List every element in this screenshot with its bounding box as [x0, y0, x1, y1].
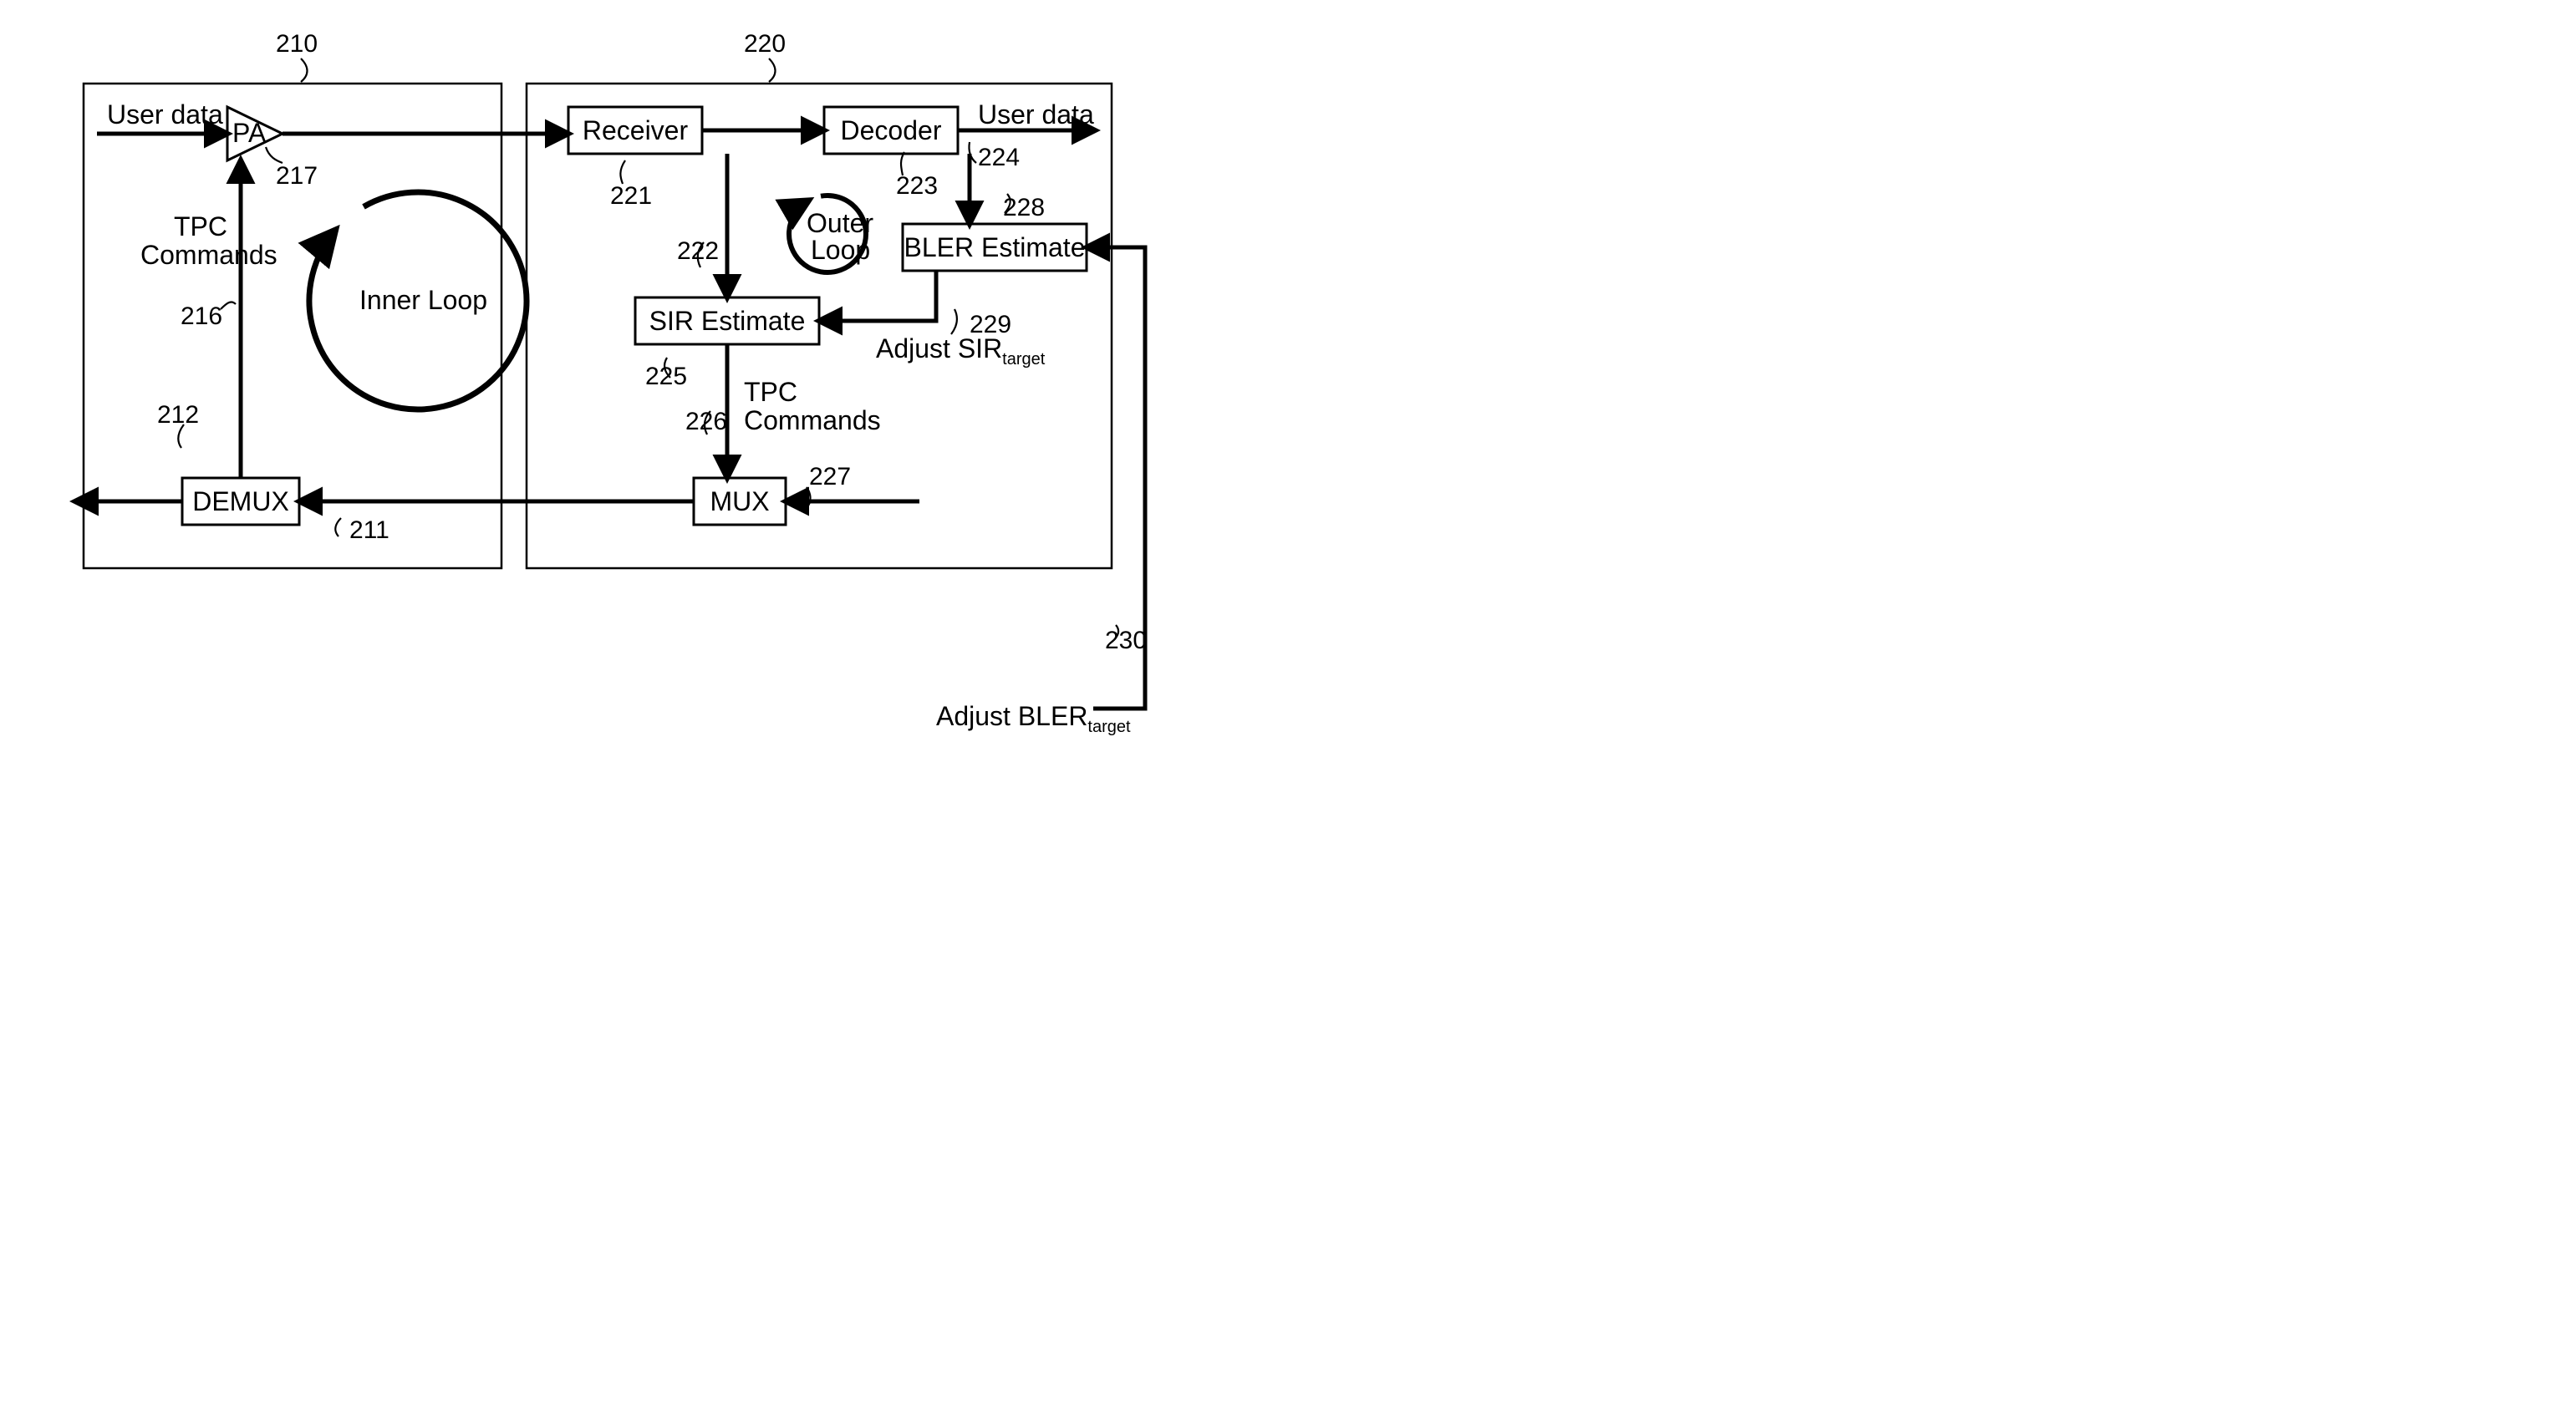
refnum-r211: 211	[349, 516, 389, 544]
label-tpcRight2: Commands	[744, 405, 881, 435]
demux-label: DEMUX	[192, 486, 289, 516]
arrow-bler-to-sir	[819, 271, 936, 321]
label-tpcLeft2: Commands	[140, 240, 277, 270]
refnum-r226: 226	[685, 408, 727, 435]
mux-label: MUX	[710, 486, 769, 516]
label-userDataOut: User data	[978, 99, 1094, 130]
refnum-r212: 212	[157, 401, 199, 429]
decoder-label: Decoder	[841, 115, 942, 145]
refnum-r228: 228	[1003, 194, 1045, 221]
leader-ref229	[951, 309, 957, 334]
refnum-r216: 216	[181, 302, 222, 330]
refnum-r210: 210	[276, 30, 318, 58]
leader-ref211	[335, 518, 341, 536]
label-adjustSIR: Adjust SIRtarget	[876, 333, 1046, 368]
pa-label: PA	[232, 118, 267, 148]
leader-ref221	[620, 160, 625, 184]
label-innerLoop: Inner Loop	[359, 285, 487, 315]
leader-ref216	[221, 302, 236, 309]
leader-ref210	[301, 58, 308, 82]
label-outerLoop2: Loop	[811, 235, 870, 265]
label-tpcRight1: TPC	[744, 377, 797, 407]
label-outerLoop1: Outer	[807, 208, 873, 238]
leader-ref217	[266, 147, 283, 163]
refnum-r221: 221	[610, 182, 652, 210]
refnum-r225: 225	[645, 363, 687, 390]
leader-ref220	[769, 58, 776, 82]
sir-label: SIR Estimate	[649, 306, 806, 336]
refnum-r223: 223	[896, 172, 938, 200]
bler-label: BLER Estimate	[904, 232, 1086, 262]
refnum-r217: 217	[276, 162, 318, 190]
receiver-label: Receiver	[583, 115, 689, 145]
refnum-r229: 229	[970, 311, 1011, 338]
label-adjustBLER: Adjust BLERtarget	[936, 701, 1131, 736]
refnum-r230: 230	[1105, 627, 1147, 654]
refnum-r222: 222	[677, 237, 719, 265]
refnum-r220: 220	[744, 30, 786, 58]
label-tpcLeft1: TPC	[174, 211, 227, 241]
label-userDataIn: User data	[107, 99, 223, 130]
refnum-r224: 224	[978, 144, 1020, 171]
refnum-r227: 227	[809, 463, 851, 490]
